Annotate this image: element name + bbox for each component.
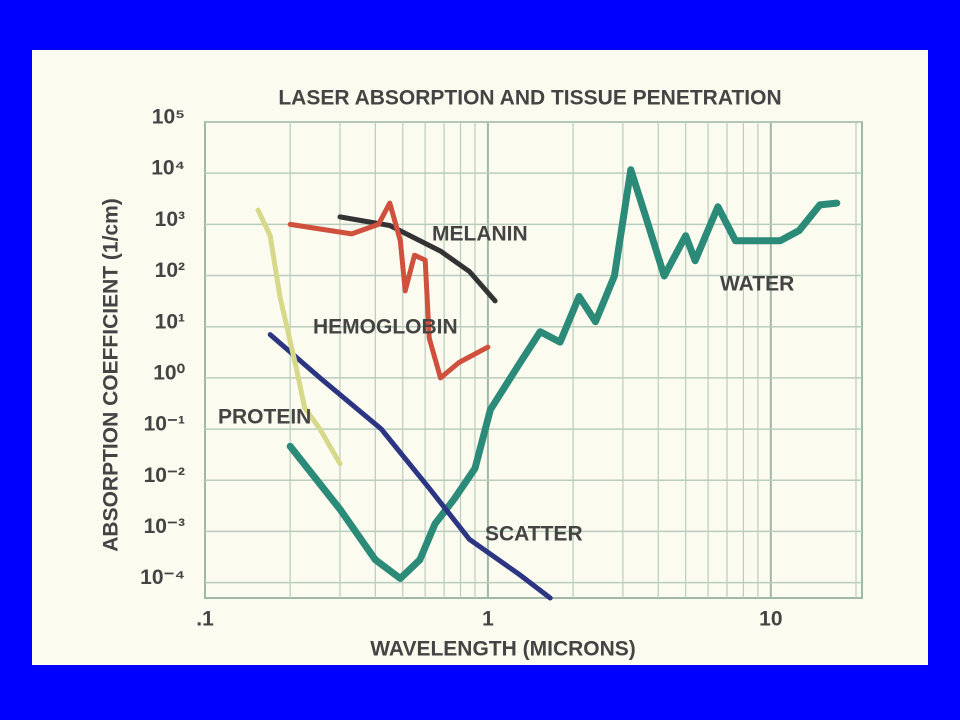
y-tick-label: 10⁻¹ xyxy=(144,413,185,436)
y-tick-label: 10⁻³ xyxy=(144,515,185,538)
y-tick-label: 10⁵ xyxy=(152,106,185,129)
series-line xyxy=(267,332,553,601)
y-tick-label: 10² xyxy=(155,259,185,282)
series-line xyxy=(255,207,343,467)
x-tick-label: 1 xyxy=(482,608,494,631)
x-axis-label: WAVELENGTH (MICRONS) xyxy=(370,638,636,661)
series-label: HEMOGLOBIN xyxy=(313,316,458,339)
y-tick-label: 10⁻⁴ xyxy=(140,566,185,589)
series-label: WATER xyxy=(720,273,794,296)
panel xyxy=(32,50,928,665)
y-tick-label: 10⁰ xyxy=(153,361,185,384)
series-line xyxy=(337,214,498,304)
series-label: SCATTER xyxy=(485,523,583,546)
y-tick-label: 10³ xyxy=(155,208,185,231)
y-tick-label: 10⁴ xyxy=(151,157,185,180)
chart-title: LASER ABSORPTION AND TISSUE PENETRATION xyxy=(278,87,781,110)
series-label: MELANIN xyxy=(432,223,528,246)
series-line xyxy=(287,200,491,381)
y-axis-label: ABSORPTION COEFFICIENT (1/cm) xyxy=(100,198,123,552)
x-tick-label: 10 xyxy=(759,608,782,631)
x-tick-label: .1 xyxy=(196,608,214,631)
series-line xyxy=(286,166,841,582)
series-label: PROTEIN xyxy=(218,406,311,429)
y-tick-label: 10¹ xyxy=(155,310,185,333)
y-tick-label: 10⁻² xyxy=(144,464,185,487)
